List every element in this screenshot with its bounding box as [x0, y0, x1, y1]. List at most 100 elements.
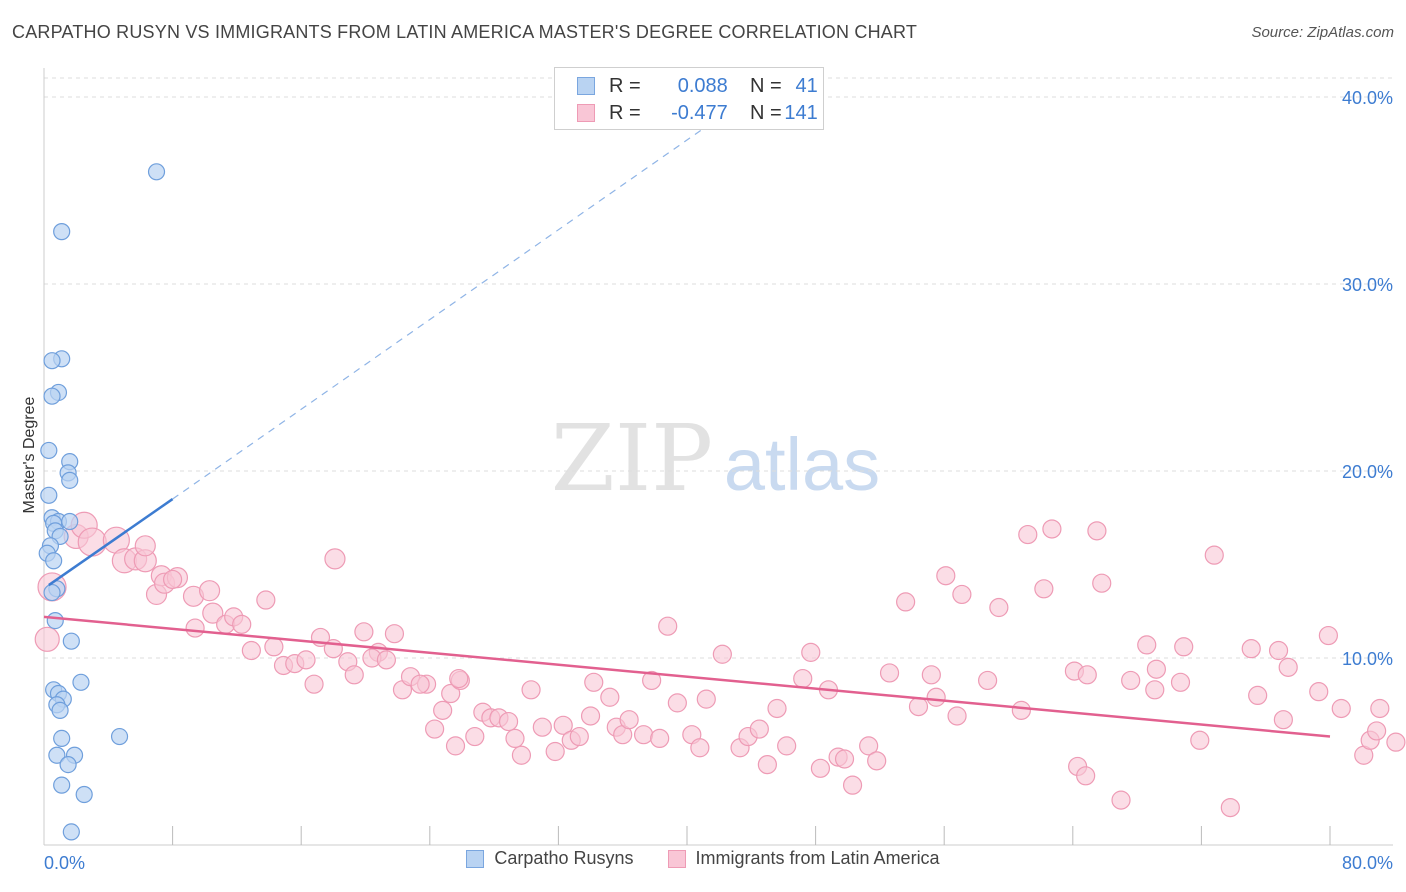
data-point-latin-america: [667, 693, 687, 713]
data-point-latin-america: [580, 706, 601, 726]
data-point-latin-america: [569, 726, 589, 747]
stats-n-value: 41: [795, 74, 818, 97]
axes: [43, 68, 1393, 846]
data-point-latin-america: [1386, 732, 1406, 752]
data-point-latin-america: [134, 535, 156, 557]
carpatho-rusyn-points: [38, 163, 166, 841]
data-point-latin-america: [376, 650, 396, 670]
data-point-latin-america: [202, 602, 224, 624]
data-point-latin-america: [1241, 639, 1261, 659]
data-point-latin-america: [1331, 698, 1351, 719]
data-point-latin-america: [296, 650, 316, 670]
watermark-zip: ZIP: [551, 405, 713, 512]
data-point-latin-america: [505, 728, 525, 749]
data-point-latin-america: [1092, 573, 1112, 593]
data-point-carpatho-rusyn: [46, 611, 64, 630]
data-point-latin-america: [553, 715, 573, 735]
data-point-latin-america: [1076, 766, 1096, 786]
data-point-latin-america: [879, 663, 900, 683]
data-point-latin-america: [410, 674, 430, 694]
trend-line-latin-america: [43, 615, 1331, 738]
data-point-carpatho-rusyn: [45, 552, 63, 570]
data-point-latin-america: [34, 626, 60, 652]
data-point-carpatho-rusyn: [59, 755, 77, 774]
data-point-carpatho-rusyn: [48, 746, 66, 764]
data-point-latin-america: [921, 665, 941, 685]
data-point-latin-america: [1111, 790, 1131, 810]
stats-swatch-pink: [577, 104, 595, 122]
legend-label-latin: Immigrants from Latin America: [695, 848, 940, 868]
data-point-carpatho-rusyn: [40, 486, 58, 504]
data-point-latin-america: [521, 680, 541, 700]
data-point-latin-america: [801, 642, 821, 662]
data-point-latin-america: [1034, 579, 1054, 599]
data-point-carpatho-rusyn: [40, 441, 58, 460]
y-axis-label: Master's Degree: [21, 396, 38, 513]
data-point-latin-america: [989, 597, 1009, 618]
data-point-latin-america: [77, 527, 107, 557]
data-point-latin-america: [449, 668, 469, 689]
data-point-latin-america: [264, 637, 284, 657]
data-point-carpatho-rusyn: [51, 701, 69, 719]
data-point-latin-america: [1170, 672, 1191, 692]
watermark: ZIP atlas: [551, 405, 880, 512]
data-point-latin-america: [712, 644, 732, 664]
data-point-carpatho-rusyn: [62, 823, 80, 841]
data-point-latin-america: [304, 674, 324, 694]
stats-r-label: R =: [609, 101, 641, 124]
data-point-latin-america: [658, 616, 678, 636]
legend-item-carpatho: Carpatho Rusyns: [466, 848, 634, 869]
data-point-carpatho-rusyn: [75, 785, 93, 804]
data-point-latin-america: [1367, 721, 1387, 741]
data-point-latin-america: [1318, 625, 1338, 646]
data-point-carpatho-rusyn: [53, 776, 71, 794]
trend-line-carpatho-rusyn-extension: [172, 128, 704, 500]
data-point-carpatho-rusyn: [72, 673, 90, 691]
data-point-carpatho-rusyn: [53, 729, 71, 748]
y-tick-label: 10.0%: [1342, 649, 1393, 669]
trend-line-carpatho-rusyn: [48, 498, 174, 587]
data-point-latin-america: [256, 590, 276, 610]
data-point-latin-america: [1137, 635, 1157, 655]
data-point-latin-america: [163, 569, 183, 590]
data-point-latin-america: [241, 640, 261, 661]
y-tick-label: 40.0%: [1342, 88, 1393, 108]
data-point-latin-america: [777, 736, 797, 756]
data-point-carpatho-rusyn: [110, 727, 129, 746]
data-point-latin-america: [619, 710, 639, 730]
legend-swatch-pink: [667, 849, 686, 868]
data-point-latin-america: [633, 725, 654, 745]
data-point-carpatho-rusyn: [147, 163, 166, 181]
y-tick-label: 20.0%: [1342, 462, 1393, 482]
data-point-latin-america: [749, 719, 769, 739]
data-point-latin-america: [757, 754, 777, 775]
legend-label-carpatho: Carpatho Rusyns: [494, 848, 634, 868]
source-label: Source: ZipAtlas.com: [1251, 24, 1394, 41]
stats-r-value: 0.088: [677, 74, 728, 97]
data-point-latin-america: [511, 745, 532, 765]
data-point-latin-america: [1042, 519, 1062, 539]
data-point-latin-america: [425, 719, 445, 739]
data-point-latin-america: [1273, 710, 1293, 730]
data-point-latin-america: [1370, 698, 1390, 719]
data-point-latin-america: [1011, 700, 1031, 720]
stats-n-label: N =: [750, 101, 782, 124]
data-point-latin-america: [324, 548, 346, 570]
data-point-latin-america: [1248, 685, 1268, 706]
latin-america-points: [34, 511, 1406, 818]
data-point-latin-america: [600, 687, 620, 707]
y-tick-label: 30.0%: [1342, 275, 1393, 295]
data-point-latin-america: [584, 672, 604, 692]
data-point-latin-america: [1268, 640, 1289, 661]
data-point-latin-america: [1087, 521, 1107, 541]
data-point-latin-america: [1145, 680, 1165, 700]
data-point-carpatho-rusyn: [62, 632, 80, 650]
gridlines: [44, 77, 1393, 659]
data-point-latin-america: [859, 736, 879, 756]
data-point-latin-america: [1309, 682, 1329, 702]
stats-row-carpatho: R = 0.088 N = 41: [577, 73, 818, 99]
x-tick-label-max: 80.0%: [1342, 853, 1393, 873]
chart-title: CARPATHO RUSYN VS IMMIGRANTS FROM LATIN …: [12, 22, 918, 42]
stats-swatch-blue: [577, 77, 595, 95]
